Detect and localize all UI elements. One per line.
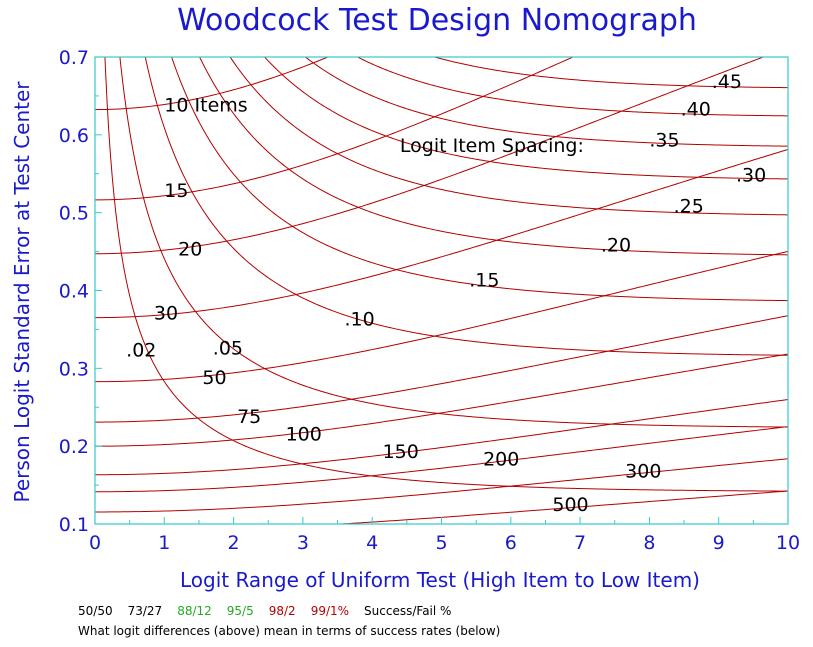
axis-ticks: 0 1 2 3 4 5 6 7 8 9 10 0.1 0.2 0.3 0.4 0.5 0.6 0.7 bbox=[59, 47, 800, 554]
item-count-curve bbox=[95, 399, 788, 476]
spacing-curve bbox=[171, 57, 788, 302]
footer-note: What logit differences (above) mean in t… bbox=[78, 624, 501, 638]
spacing-label: .02 bbox=[126, 340, 156, 362]
chart-title: Woodcock Test Design Nomograph bbox=[177, 3, 697, 38]
item-count-curve bbox=[95, 426, 788, 493]
spacing-label: .15 bbox=[469, 270, 499, 292]
item-count-label: 150 bbox=[383, 441, 419, 463]
item-count-label: 500 bbox=[552, 494, 588, 516]
success-rate-item: 88/12 bbox=[177, 604, 212, 618]
x-tick-label: 8 bbox=[643, 532, 655, 554]
spacing-label: .40 bbox=[681, 98, 711, 120]
spacing-curve bbox=[229, 57, 788, 216]
item-count-curve bbox=[95, 315, 788, 423]
spacing-curve bbox=[119, 57, 788, 428]
x-tick-label: 4 bbox=[366, 532, 378, 554]
spacing-curve bbox=[304, 57, 788, 147]
item-count-label: 200 bbox=[483, 449, 519, 471]
plot-frame bbox=[94, 56, 789, 525]
spacing-label: .10 bbox=[344, 309, 374, 331]
x-tick-label: 3 bbox=[297, 532, 309, 554]
x-tick-label: 2 bbox=[228, 532, 240, 554]
spacing-curve bbox=[432, 57, 788, 89]
item-count-label: 30 bbox=[154, 302, 178, 324]
curve-labels: 10 Items 15 20 30 50 75 100 150 200 300 500 .02 .05.… bbox=[126, 71, 766, 516]
spacing-curve bbox=[104, 57, 788, 492]
item-count-curve bbox=[95, 250, 788, 383]
spacing-curve bbox=[356, 57, 788, 117]
item-count-curve bbox=[95, 148, 788, 319]
item-count-curve bbox=[332, 490, 788, 524]
spacing-label: .20 bbox=[601, 235, 631, 257]
success-rate-item: 50/50 bbox=[78, 604, 113, 618]
success-rate-item: 99/1% bbox=[310, 604, 350, 618]
spacing-label: .35 bbox=[649, 130, 679, 152]
item-count-curve bbox=[95, 353, 788, 447]
spacing-curve bbox=[144, 57, 788, 356]
spacing-label: .45 bbox=[712, 71, 742, 93]
item-count-label: 20 bbox=[178, 238, 202, 260]
x-tick-label: 5 bbox=[435, 532, 447, 554]
curves bbox=[95, 57, 788, 524]
item-count-label: 15 bbox=[164, 180, 188, 202]
x-tick-label: 0 bbox=[89, 532, 101, 554]
item-count-curve bbox=[95, 458, 788, 513]
spacing-label: .25 bbox=[674, 196, 704, 218]
y-axis-title: Person Logit Standard Error at Test Cent… bbox=[10, 81, 34, 503]
item-count-curve bbox=[95, 57, 765, 255]
item-count-label: 10 Items bbox=[164, 94, 247, 116]
item-count-label: 300 bbox=[625, 460, 661, 482]
success-rate-item: 73/27 bbox=[127, 604, 163, 618]
item-count-curve bbox=[95, 57, 575, 201]
x-tick-label: 1 bbox=[158, 532, 170, 554]
spacing-curve bbox=[263, 57, 788, 180]
y-tick-label: 0.3 bbox=[59, 358, 89, 380]
item-count-label: 75 bbox=[237, 406, 261, 428]
spacing-curve bbox=[199, 57, 788, 256]
y-tick-label: 0.2 bbox=[59, 436, 89, 458]
y-tick-label: 0.4 bbox=[59, 281, 89, 303]
legend-title: Logit Item Spacing: bbox=[400, 135, 584, 157]
y-tick-label: 0.7 bbox=[59, 47, 89, 69]
success-rate-item: 98/2 bbox=[268, 604, 296, 618]
success-rate-item: Success/Fail % bbox=[364, 604, 452, 618]
success-rate-row: 50/50 73/27 88/12 95/5 98/2 99/1% Success/Fail… bbox=[78, 604, 466, 618]
item-count-label: 100 bbox=[286, 424, 322, 446]
x-tick-label: 7 bbox=[574, 532, 586, 554]
spacing-label: .05 bbox=[213, 337, 243, 359]
item-count-curve bbox=[95, 57, 330, 111]
y-tick-label: 0.5 bbox=[59, 203, 89, 225]
x-tick-label: 6 bbox=[505, 532, 517, 554]
y-tick-label: 0.1 bbox=[59, 514, 89, 536]
item-count-label: 50 bbox=[202, 367, 226, 389]
y-tick-label: 0.6 bbox=[59, 125, 89, 147]
x-tick-label: 9 bbox=[713, 532, 725, 554]
spacing-label: .30 bbox=[736, 165, 766, 187]
x-axis-title: Logit Range of Uniform Test (High Item t… bbox=[180, 568, 700, 592]
success-rate-item: 95/5 bbox=[226, 604, 254, 618]
x-tick-label: 10 bbox=[776, 532, 800, 554]
